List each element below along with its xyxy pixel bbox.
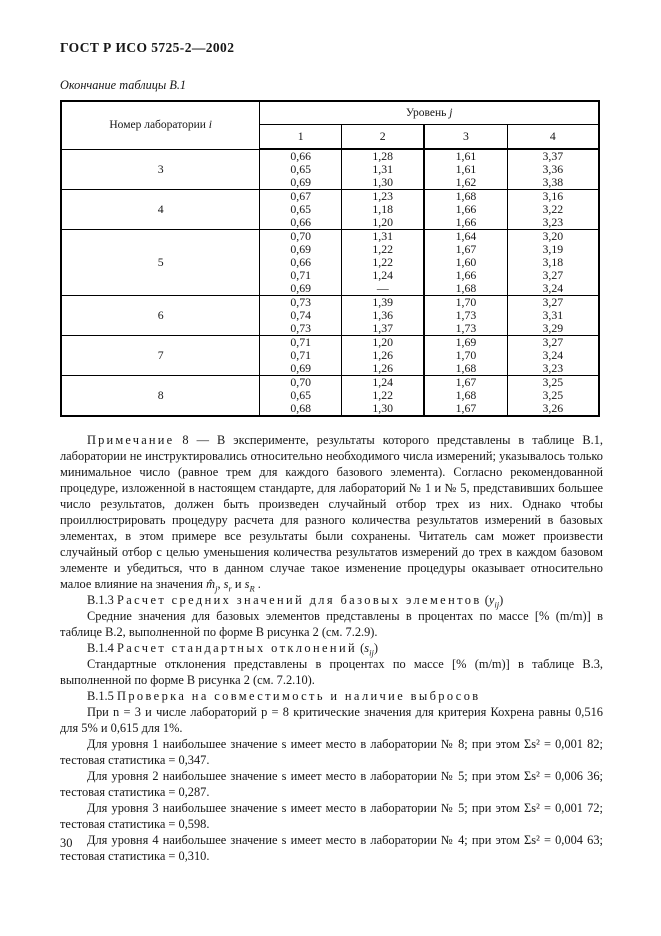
note-number-dash: 8 — (182, 433, 209, 447)
table-row: 6 0,73 0,74 0,73 1,39 1,36 1,37 1,70 1,73 1… (60, 295, 600, 336)
formula-open-paren: ( (360, 641, 365, 655)
values-cell: 3,27 3,31 3,29 (506, 295, 600, 336)
values-cell: 1,68 1,66 1,66 (423, 189, 508, 230)
section-formula: (yij) (484, 593, 504, 610)
table-row: 7 0,71 0,71 0,69 1,20 1,26 1,26 1,69 1,70 1… (60, 335, 600, 376)
values-cell: 1,20 1,26 1,26 (341, 335, 425, 376)
values-cell: 1,61 1,61 1,62 (423, 148, 508, 190)
values-cell: 1,70 1,73 1,73 (423, 295, 508, 336)
formula-sr-subscript: r (228, 583, 232, 594)
page-number: 30 (60, 836, 73, 850)
lab-number-cell: 6 (60, 295, 261, 336)
values-cell: 3,20 3,19 3,18 3,27 3,24 (506, 229, 600, 296)
lab-index-variable: i (208, 119, 212, 132)
note-label: Примечание (87, 433, 175, 447)
level-index-variable: j (449, 107, 453, 119)
formula-s-subscript: ij (369, 647, 374, 658)
values-cell: 0,73 0,74 0,73 (259, 295, 343, 336)
values-cell: 1,23 1,18 1,20 (341, 189, 425, 230)
level-column-header: 1 (259, 124, 343, 150)
values-cell: 3,37 3,36 3,38 (506, 148, 600, 190)
formula-m-subscript: j (215, 583, 218, 594)
lab-number-cell: 3 (60, 148, 261, 190)
formula-sR-subscript: R (249, 583, 255, 594)
values-cell: 1,69 1,70 1,68 (423, 335, 508, 376)
formula-y-base: y (488, 593, 495, 607)
values-cell: 0,67 0,65 0,66 (259, 189, 343, 230)
section-number: В.1.5 (87, 689, 114, 703)
values-cell: 1,28 1,31 1,30 (341, 148, 425, 190)
section-heading-b15: В.1.5 Проверка на совместимость и наличи… (60, 688, 603, 704)
values-cell: 1,31 1,22 1,22 1,24 — (341, 229, 425, 296)
lab-number-column-header: Номер лаборатории i (60, 100, 261, 150)
formula-close-paren: ) (499, 593, 504, 607)
values-cell: 1,39 1,36 1,37 (341, 295, 425, 336)
note-paragraph: Примечание 8 — В эксперименте, результат… (60, 432, 603, 594)
section-formula: (sij) (360, 641, 378, 658)
section-title: Расчет средних значений для базовых элем… (116, 593, 482, 607)
section-b15-paragraph-5: Для уровня 4 наибольшее значение s имеет… (60, 833, 603, 863)
level-header-label: Уровень (405, 107, 447, 119)
formula-close-paren: ) (373, 641, 378, 655)
values-cell: 3,16 3,22 3,23 (506, 189, 600, 230)
table-row: 3 0,66 0,65 0,69 1,28 1,31 1,30 1,61 1,61 1… (60, 148, 600, 190)
values-cell: 1,64 1,67 1,60 1,66 1,68 (423, 229, 508, 296)
section-b15-paragraph-2: Для уровня 1 наибольшее значение s имеет… (60, 737, 603, 767)
table-caption: Окончание таблицы В.1 (60, 78, 187, 92)
section-number: В.1.3 (87, 593, 114, 607)
section-number: В.1.4 (87, 641, 114, 655)
level-group-header: Уровень j (259, 100, 600, 125)
formula-comma: , (217, 577, 224, 591)
table-row: 8 0,70 0,65 0,68 1,24 1,22 1,30 1,67 1,68 1… (60, 375, 600, 417)
values-cell: 0,70 0,65 0,68 (259, 375, 343, 417)
formula-sr: s (223, 577, 229, 591)
level-column-header: 2 (341, 124, 425, 150)
formula-m-hat: m̂ (206, 577, 216, 591)
lab-number-cell: 4 (60, 189, 261, 230)
section-heading-b14: В.1.4 Расчет стандартных отклонений (sij… (60, 640, 603, 658)
lab-number-cell: 8 (60, 375, 261, 417)
values-cell: 1,24 1,22 1,30 (341, 375, 425, 417)
formula-y-subscript: ij (494, 599, 500, 610)
lab-number-cell: 7 (60, 335, 261, 376)
lab-number-header-label: Номер лаборатории (109, 119, 206, 132)
section-b13-paragraph: Средние значения для базовых элементов п… (60, 609, 603, 639)
table-row: 4 0,67 0,65 0,66 1,23 1,18 1,20 1,68 1,66 1… (60, 189, 600, 230)
formula-s-base: s (364, 641, 370, 655)
values-cell: 0,66 0,65 0,69 (259, 148, 343, 190)
section-b15-paragraph-4: Для уровня 3 наибольшее значение s имеет… (60, 801, 603, 831)
section-b15-paragraph-1: При n = 3 и числе лабораторий p = 8 крит… (60, 705, 603, 735)
level-column-header: 4 (506, 124, 600, 150)
formula-sR: s (244, 577, 250, 591)
section-b15-paragraph-3: Для уровня 2 наибольшее значение s имеет… (60, 769, 603, 799)
level-column-header: 3 (423, 124, 508, 150)
table-row: 5 0,70 0,69 0,66 0,71 0,69 1,31 1,22 1,22 … (60, 229, 600, 296)
values-cell: 3,27 3,24 3,23 (506, 335, 600, 376)
note-body-text: В эксперименте, результаты которого пред… (60, 433, 603, 591)
document-standard-number: ГОСТ Р ИСО 5725-2—2002 (60, 40, 235, 55)
table-header-row-top: Номер лаборатории i Уровень j (60, 100, 600, 150)
values-cell: 0,71 0,71 0,69 (259, 335, 343, 376)
formula-conjunction: и (231, 577, 245, 591)
lab-number-cell: 5 (60, 229, 261, 296)
section-title: Проверка на совместимость и наличие выбр… (116, 689, 481, 703)
section-b14-paragraph: Стандартные отклонения представлены в пр… (60, 657, 603, 687)
values-cell: 1,67 1,68 1,67 (423, 375, 508, 417)
section-title: Расчет стандартных отклонений (116, 641, 358, 655)
section-heading-b13: В.1.3 Расчет средних значений для базовы… (60, 592, 603, 610)
formula-open-paren: ( (484, 593, 489, 607)
values-cell: 3,25 3,25 3,26 (506, 375, 600, 417)
values-cell: 0,70 0,69 0,66 0,71 0,69 (259, 229, 343, 296)
formula-period: . (254, 577, 261, 591)
